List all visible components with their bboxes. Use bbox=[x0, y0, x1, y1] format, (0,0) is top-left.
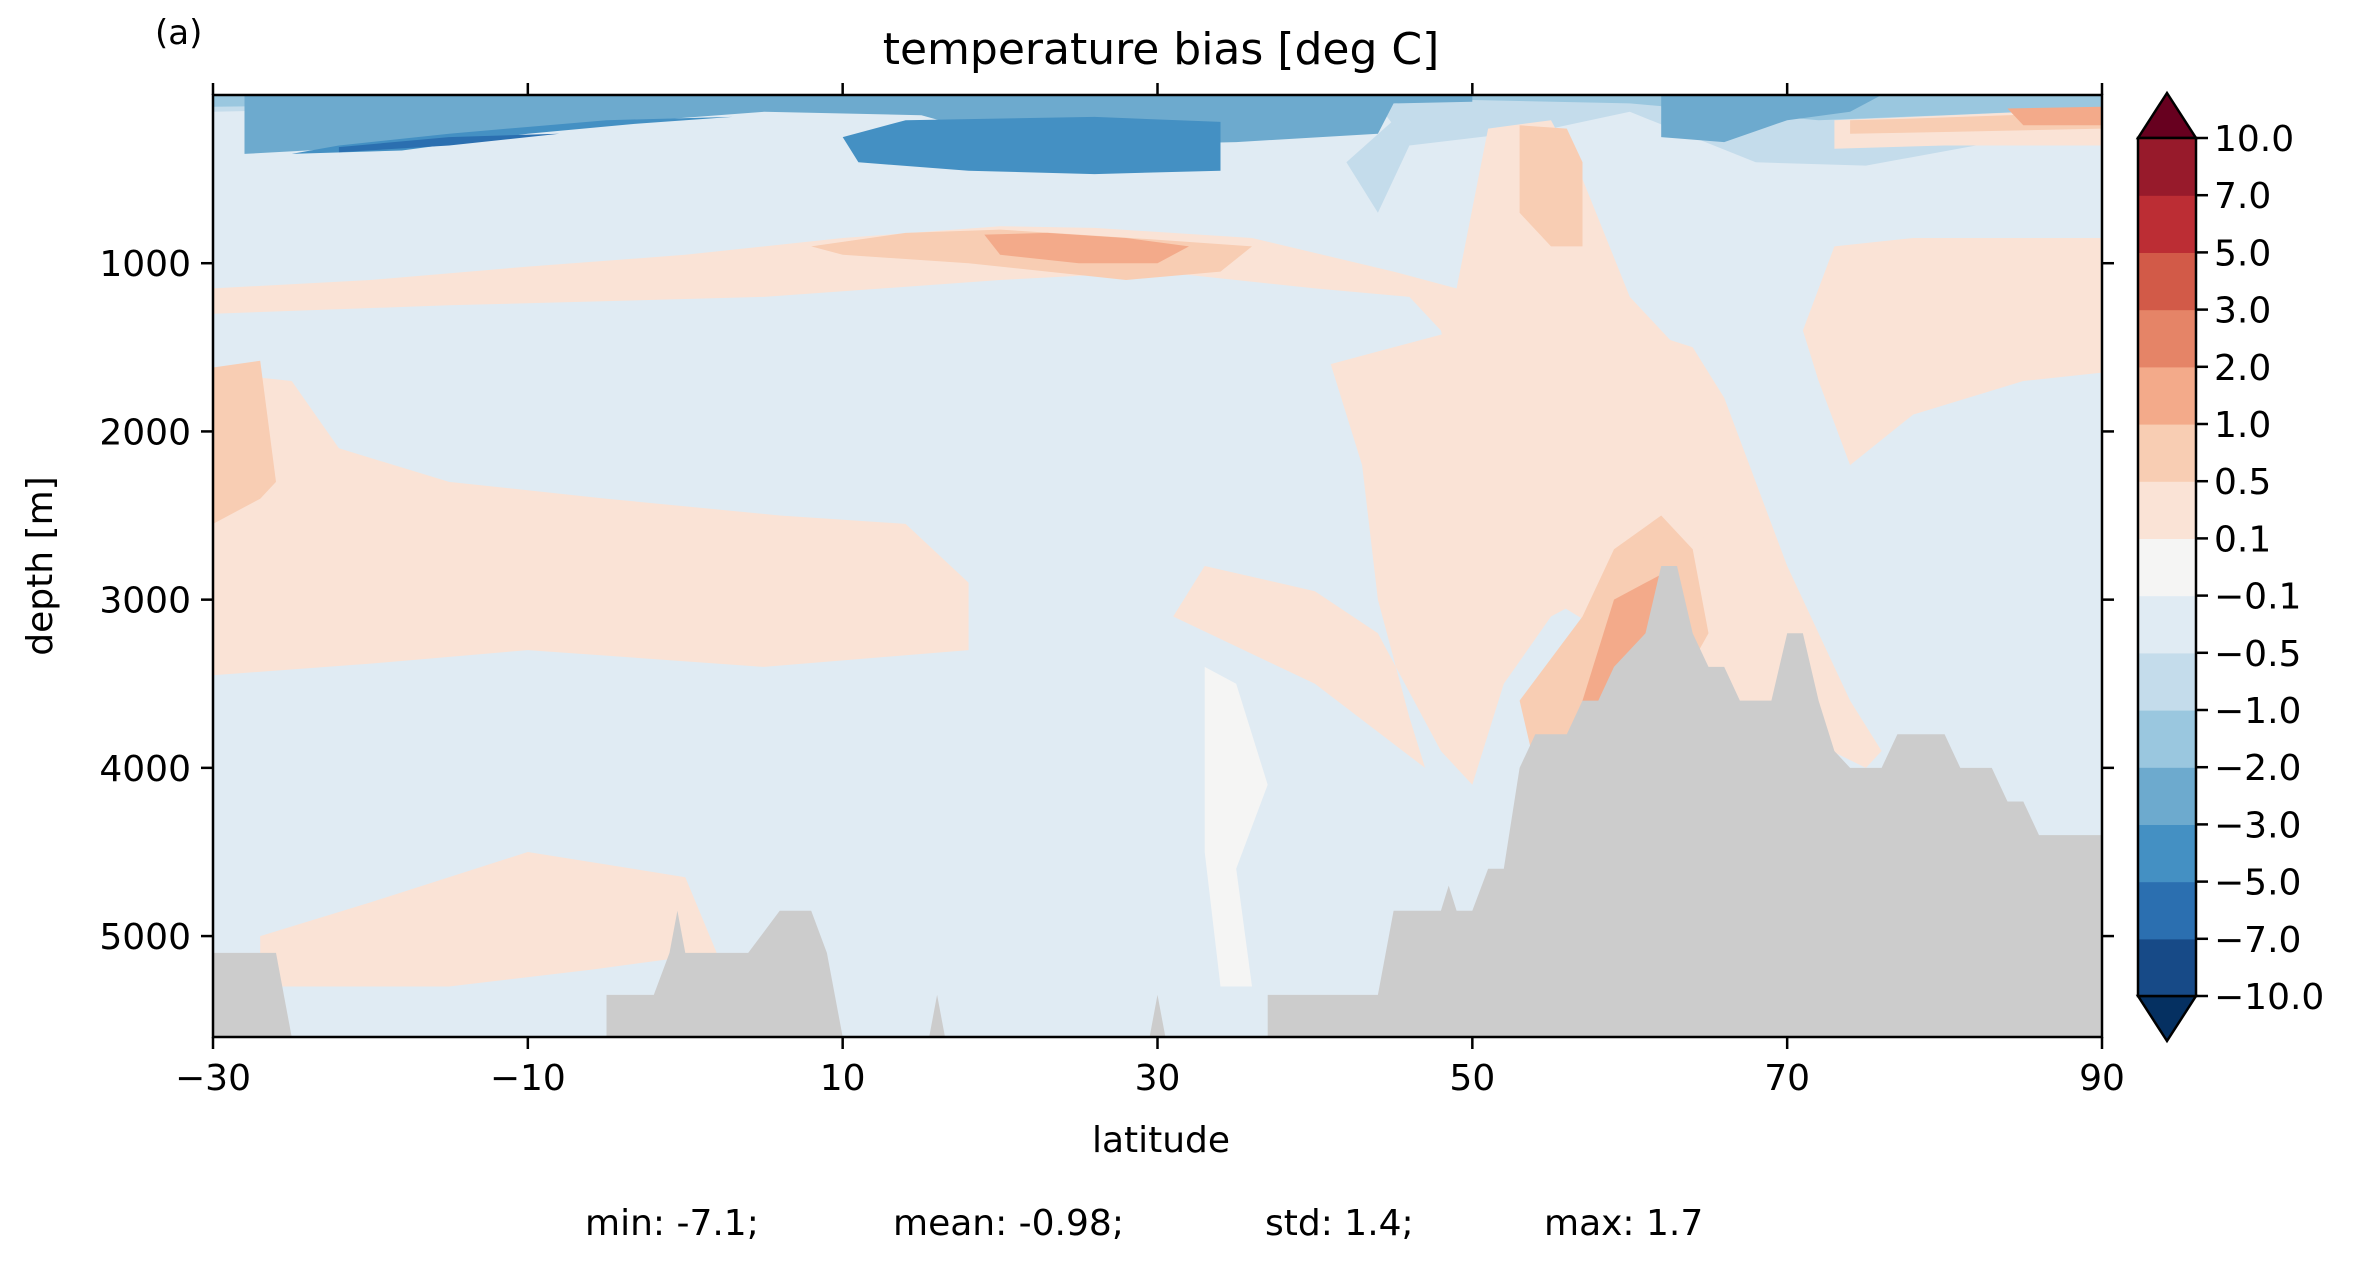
colorbar-segment-14 bbox=[2138, 138, 2196, 196]
colorbar-tick-label-0: −10.0 bbox=[2214, 977, 2324, 1018]
colorbar-segment-3 bbox=[2138, 767, 2196, 825]
colorbar-segment-4 bbox=[2138, 710, 2196, 768]
x-axis-label: latitude bbox=[1092, 1120, 1230, 1161]
stat-mean: mean: -0.98; bbox=[893, 1203, 1124, 1244]
contour-region-21 bbox=[2007, 106, 2102, 126]
contour-region-4 bbox=[1661, 95, 1882, 143]
stat-min: min: -7.1; bbox=[585, 1203, 759, 1244]
colorbar-tick-label-11: 2.0 bbox=[2214, 348, 2271, 389]
colorbar-segment-8 bbox=[2138, 481, 2196, 539]
colorbar-segment-1 bbox=[2138, 881, 2196, 940]
contour-plot bbox=[211, 93, 2104, 1039]
colorbar-tick-label-4: −2.0 bbox=[2214, 748, 2301, 789]
colorbar-tick-label-6: −0.5 bbox=[2214, 634, 2301, 675]
contour-region-19 bbox=[984, 232, 1189, 264]
colorbar-tick-label-12: 3.0 bbox=[2214, 291, 2271, 332]
colorbar-segment-10 bbox=[2138, 366, 2196, 425]
colorbar-tick-label-1: −7.0 bbox=[2214, 920, 2301, 961]
y-axis: 1000 2000 3000 4000 5000 bbox=[99, 244, 2114, 958]
panel-label: (a) bbox=[155, 13, 202, 53]
colorbar-frame bbox=[2136, 136, 2198, 998]
colorbar-segment-11 bbox=[2138, 309, 2196, 368]
bathymetry-land bbox=[213, 566, 2102, 1037]
colorbar-segment-2 bbox=[2138, 824, 2196, 883]
x-tick-label-2: 10 bbox=[820, 1058, 866, 1099]
land-mask-4 bbox=[1149, 994, 1166, 1037]
contour-region-10 bbox=[1173, 120, 1740, 785]
contour-region-16 bbox=[1519, 125, 1583, 247]
colorbar-tick-label-3: −3.0 bbox=[2214, 805, 2301, 846]
colorbar-segment-13 bbox=[2138, 195, 2196, 253]
colorbar-tick-label-5: −1.0 bbox=[2214, 691, 2301, 732]
land-mask-5 bbox=[1267, 566, 2102, 1037]
colorbar-tick-label-15: 10.0 bbox=[2214, 119, 2294, 160]
y-tick-label-4: 5000 bbox=[99, 917, 191, 958]
colorbar-tick-label-7: −0.1 bbox=[2214, 577, 2301, 618]
stat-std: std: 1.4; bbox=[1265, 1203, 1414, 1244]
colorbar-segment-6 bbox=[2138, 595, 2196, 654]
colorbar-segment-12 bbox=[2138, 252, 2196, 311]
colorbar-extend-min bbox=[2135, 994, 2199, 1044]
x-tick-label-3: 30 bbox=[1135, 1058, 1181, 1099]
x-tick-label-5: 70 bbox=[1764, 1058, 1810, 1099]
colorbar: −10.0 −7.0 −5.0 −3.0 −2.0 −1.0 −0.5 −0.1 0.1 0.5 1… bbox=[2135, 90, 2324, 1044]
x-tick-label-0: −30 bbox=[175, 1058, 251, 1099]
y-tick-label-3: 4000 bbox=[99, 749, 191, 790]
x-tick-label-4: 50 bbox=[1449, 1058, 1495, 1099]
land-mask-2 bbox=[606, 910, 843, 1037]
colorbar-tick-label-9: 0.5 bbox=[2214, 462, 2271, 503]
colorbar-segment-0 bbox=[2138, 938, 2196, 997]
stat-max: max: 1.7 bbox=[1544, 1203, 1703, 1244]
contour-region-2 bbox=[213, 95, 2102, 121]
x-tick-label-1: −10 bbox=[490, 1058, 566, 1099]
contour-region-0 bbox=[213, 95, 2102, 213]
colorbar-tick-label-8: 0.1 bbox=[2214, 519, 2271, 560]
contour-region-22 bbox=[1204, 666, 1268, 987]
colorbar-segment-5 bbox=[2138, 652, 2196, 711]
y-tick-label-1: 2000 bbox=[99, 412, 191, 453]
contour-region-24 bbox=[1346, 120, 1410, 213]
chart-title: temperature bias [deg C] bbox=[883, 24, 1440, 75]
contour-region-9 bbox=[213, 372, 969, 676]
y-axis-label: depth [m] bbox=[20, 476, 61, 655]
colorbar-extend-max bbox=[2135, 90, 2199, 140]
contour-region-11 bbox=[1802, 238, 2102, 466]
colorbar-segment-9 bbox=[2138, 424, 2196, 482]
contour-region-6 bbox=[842, 116, 1221, 175]
contour-region-14 bbox=[213, 360, 276, 524]
contour-region-7 bbox=[338, 133, 560, 153]
colorbar-segment-7 bbox=[2138, 538, 2196, 597]
y-tick-label-2: 3000 bbox=[99, 581, 191, 622]
x-tick-label-6: 90 bbox=[2079, 1058, 2125, 1099]
colorbar-tick-label-10: 1.0 bbox=[2214, 405, 2271, 446]
land-mask-1 bbox=[260, 994, 292, 1037]
colorbar-tick-label-14: 7.0 bbox=[2214, 176, 2271, 217]
contour-region-12 bbox=[260, 852, 717, 987]
colorbar-tick-label-2: −5.0 bbox=[2214, 863, 2301, 904]
y-tick-label-0: 1000 bbox=[99, 244, 191, 285]
land-mask-3 bbox=[929, 994, 945, 1037]
stats-line: min: -7.1; mean: -0.98; std: 1.4; max: 1… bbox=[585, 1203, 1703, 1244]
colorbar-tick-label-13: 5.0 bbox=[2214, 233, 2271, 274]
x-axis: −30 −10 10 30 50 70 90 bbox=[175, 83, 2125, 1099]
